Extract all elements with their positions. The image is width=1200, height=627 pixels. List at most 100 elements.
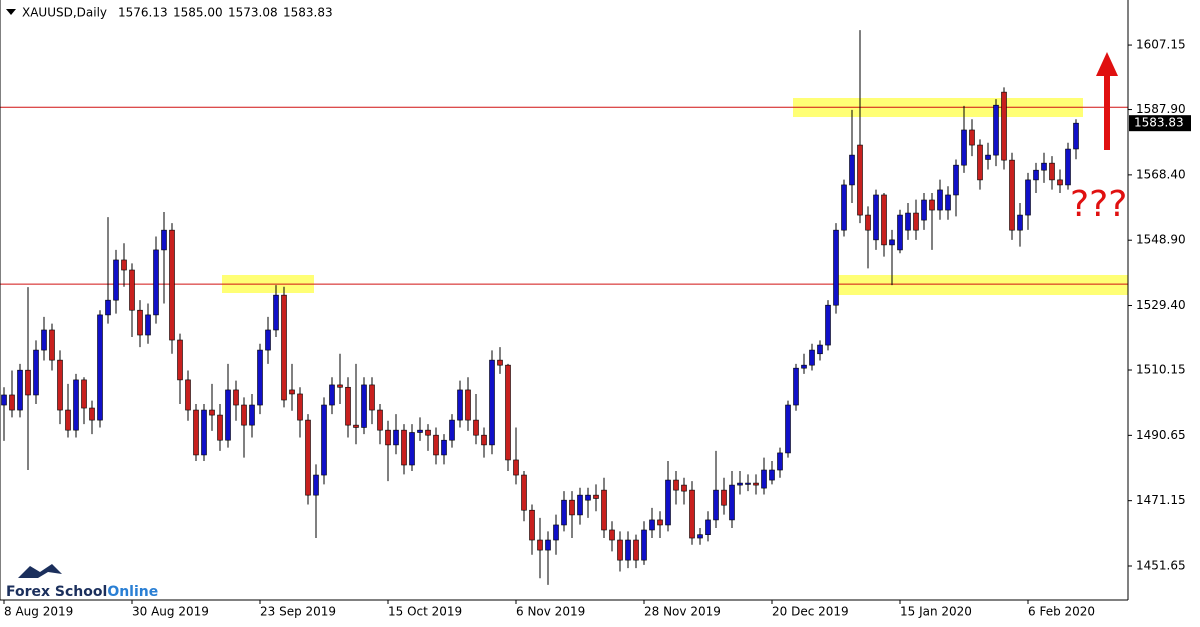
y-tick-label: 1451.65 [1136,558,1186,572]
candle-body [585,494,591,501]
price-label: 1583.83 [1134,116,1184,130]
candle-body [1073,122,1079,150]
candle-body [145,314,151,336]
candle-body [857,144,863,216]
candle-body [33,349,39,396]
menu-triangle [6,9,16,15]
candle-body [1065,148,1071,186]
candle-body [937,189,943,211]
x-tick-label: 8 Aug 2019 [4,605,73,619]
x-tick-label: 15 Jan 2020 [900,605,972,619]
candle-body [177,339,183,381]
candle-body [369,384,375,411]
candle-body [1041,162,1047,171]
question-marks: ??? [1070,184,1127,225]
candle-body [289,389,295,395]
candle-body [681,484,687,492]
candle-body [705,519,711,535]
y-tick-label: 1471.15 [1136,493,1186,507]
price-label-box [1129,115,1191,132]
candle-body [129,269,135,311]
x-tick-label: 30 Aug 2019 [132,605,209,619]
candle-body [689,489,695,539]
candle-body [625,539,631,561]
symbol: XAUUSD,Daily [22,6,107,20]
ohlc-low: 1573.08 [228,6,278,20]
candle-body [425,429,431,436]
candle-body [713,489,719,521]
candle-body [449,419,455,441]
candle-body [745,482,751,485]
candle-body [793,367,799,406]
candle-body [161,229,167,251]
candle-body [497,359,503,366]
candle-body [409,432,415,466]
candle-body [977,144,983,181]
candle-body [465,389,471,421]
support-zone [835,275,1128,295]
candle-body [769,469,775,481]
candle-body [337,384,343,388]
x-tick-label: 20 Dec 2019 [772,605,849,619]
logo-icon [18,564,62,578]
candle-body [353,424,359,428]
candle-body [737,482,743,486]
candle-body [113,259,119,301]
candle-body [153,249,159,316]
y-tick-label: 1568.40 [1136,167,1186,181]
candle-body [673,479,679,491]
candle-body [81,379,87,409]
candle-body [209,409,215,416]
candle-body [833,229,839,306]
candle-body [513,459,519,476]
x-tick-label: 15 Oct 2019 [388,605,462,619]
candle-body [25,369,31,396]
candle-body [345,386,351,426]
candle-body [881,194,887,246]
candle-body [377,409,383,431]
candle-body [257,349,263,406]
candle-body [457,389,463,421]
x-tick-label: 6 Nov 2019 [516,605,585,619]
candle-body [393,429,399,446]
candle-body [569,499,575,516]
candle-body [929,199,935,211]
candle-body [329,384,335,406]
candle-body [225,389,231,441]
candle-body [993,104,999,156]
candle-body [617,539,623,561]
candle-body [169,229,175,341]
candle-body [961,129,967,166]
candle-body [73,379,79,431]
candle-body [265,329,271,351]
candle-body [849,154,855,186]
candle-body [137,309,143,336]
candle-body [1009,159,1015,231]
candle-body [905,212,911,231]
y-tick-label: 1529.40 [1136,298,1186,312]
candle-body [385,429,391,446]
candle-body [777,452,783,471]
candle-body [41,329,47,351]
candle-body [561,499,567,526]
candle-body [1033,169,1039,181]
candle-body [825,304,831,346]
candle-body [241,404,247,426]
candle-body [473,419,479,436]
candle-body [121,259,127,271]
candle-body [577,494,583,516]
logo-part2: Online [107,584,158,600]
candle-body [1049,162,1055,181]
candle-body [897,214,903,251]
candle-body [481,434,487,446]
candle-body [841,184,847,231]
candle-body [969,129,975,146]
ohlc-open: 1576.13 [118,6,168,20]
candle-body [305,419,311,496]
candle-body [97,314,103,421]
candle-body [785,404,791,454]
candle-body [441,439,447,456]
candle-body [657,519,663,526]
candle-body [89,407,95,421]
candle-body [721,489,727,506]
